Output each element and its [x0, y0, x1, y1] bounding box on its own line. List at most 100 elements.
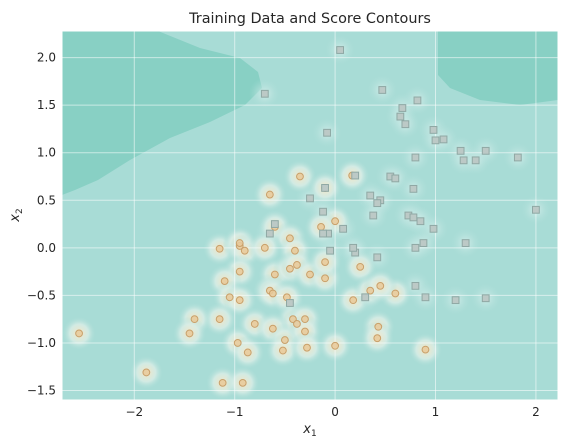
circle-point — [293, 320, 301, 328]
circle-point — [317, 223, 325, 231]
circle-point — [286, 234, 294, 243]
square-point — [461, 239, 470, 247]
circle-point — [243, 348, 252, 357]
square-point — [456, 146, 465, 155]
circle-point — [233, 339, 242, 347]
circle-point — [321, 258, 329, 267]
x-axis-label: x1 — [302, 422, 316, 439]
circle-point — [268, 289, 277, 298]
square-point — [378, 86, 387, 94]
square-point — [391, 174, 400, 183]
circle-point — [270, 270, 279, 279]
square-point — [319, 229, 327, 238]
contour-region-upper-right — [438, 31, 558, 105]
circle-point — [373, 334, 382, 343]
square-point — [451, 296, 460, 305]
y-axis-label: x2 — [8, 208, 25, 222]
circle-point — [391, 289, 400, 298]
circle-point — [421, 345, 430, 354]
square-series — [260, 46, 540, 307]
square-point — [429, 126, 438, 134]
circle-point — [278, 346, 287, 355]
circle-series — [75, 171, 430, 387]
square-point — [349, 243, 358, 252]
circle-point — [303, 343, 311, 352]
x-tick-label: −1 — [226, 405, 244, 419]
square-point — [413, 96, 422, 105]
x-tick-label: 1 — [432, 405, 440, 419]
circle-point — [225, 293, 234, 302]
circle-point — [235, 296, 244, 305]
square-point — [421, 293, 430, 302]
square-point — [319, 207, 327, 216]
circle-point — [185, 329, 194, 338]
square-point — [396, 112, 405, 121]
circle-point — [218, 378, 227, 387]
y-tick-label: −1.0 — [27, 336, 56, 350]
square-point — [373, 253, 382, 262]
circle-point — [291, 246, 299, 255]
square-point — [323, 128, 331, 137]
y-tick-labels: −1.5 −1.0 −0.5 0.0 0.5 1.0 1.5 2.0 — [27, 51, 56, 398]
square-point — [260, 89, 269, 98]
circle-point — [301, 327, 309, 336]
square-point — [459, 156, 468, 165]
x-tick-labels: −2 −1 0 1 2 — [125, 405, 539, 419]
square-point — [429, 224, 438, 233]
square-point — [481, 294, 490, 303]
circle-point — [220, 277, 229, 286]
square-point — [306, 194, 314, 203]
plot-area — [62, 31, 558, 400]
square-point — [286, 299, 294, 307]
chart-title: Training Data and Score Contours — [188, 11, 431, 27]
contour-region-upper-left — [62, 31, 262, 195]
circle-point — [293, 261, 301, 269]
square-point — [411, 243, 420, 252]
square-point — [471, 156, 480, 165]
plot-frame — [61, 30, 559, 401]
circle-point — [250, 320, 259, 328]
square-point — [411, 153, 420, 162]
x-tick-label: 0 — [331, 405, 339, 419]
circle-point — [301, 315, 309, 324]
y-tick-label: 1.5 — [37, 98, 56, 112]
x-tick-label: −2 — [125, 405, 143, 419]
square-point — [351, 171, 360, 180]
circle-point — [366, 286, 375, 295]
square-point — [439, 135, 448, 144]
circle-point — [306, 270, 314, 279]
y-tick-label: −1.5 — [27, 383, 56, 397]
y-tick-label: 0.5 — [37, 193, 56, 207]
square-point — [373, 199, 382, 208]
circle-point — [349, 296, 358, 305]
y-tick-label: 0.0 — [37, 241, 56, 255]
circle-point — [280, 336, 289, 344]
circle-point — [265, 190, 274, 199]
circle-point — [376, 281, 385, 290]
square-point — [409, 213, 418, 222]
square-point — [481, 146, 490, 155]
y-tick-label: −0.5 — [27, 288, 56, 302]
circle-point — [240, 246, 249, 255]
circle-point — [296, 172, 304, 181]
square-point — [321, 184, 329, 192]
square-point — [366, 191, 375, 200]
square-point — [369, 211, 378, 220]
circle-point — [190, 315, 199, 324]
square-point — [409, 184, 418, 193]
square-point — [431, 136, 440, 145]
circle-point — [75, 329, 83, 338]
square-point — [339, 224, 348, 233]
circle-point — [331, 217, 340, 226]
circle-point — [238, 378, 247, 387]
square-point — [401, 120, 410, 129]
circle-point — [215, 244, 224, 253]
y-tick-label: 1.0 — [37, 146, 56, 160]
circle-point — [260, 243, 269, 252]
square-point — [513, 153, 522, 162]
circle-point — [374, 322, 383, 331]
circle-point — [268, 324, 277, 333]
circle-point — [235, 239, 244, 247]
square-point — [532, 205, 540, 214]
circle-point — [286, 264, 294, 273]
